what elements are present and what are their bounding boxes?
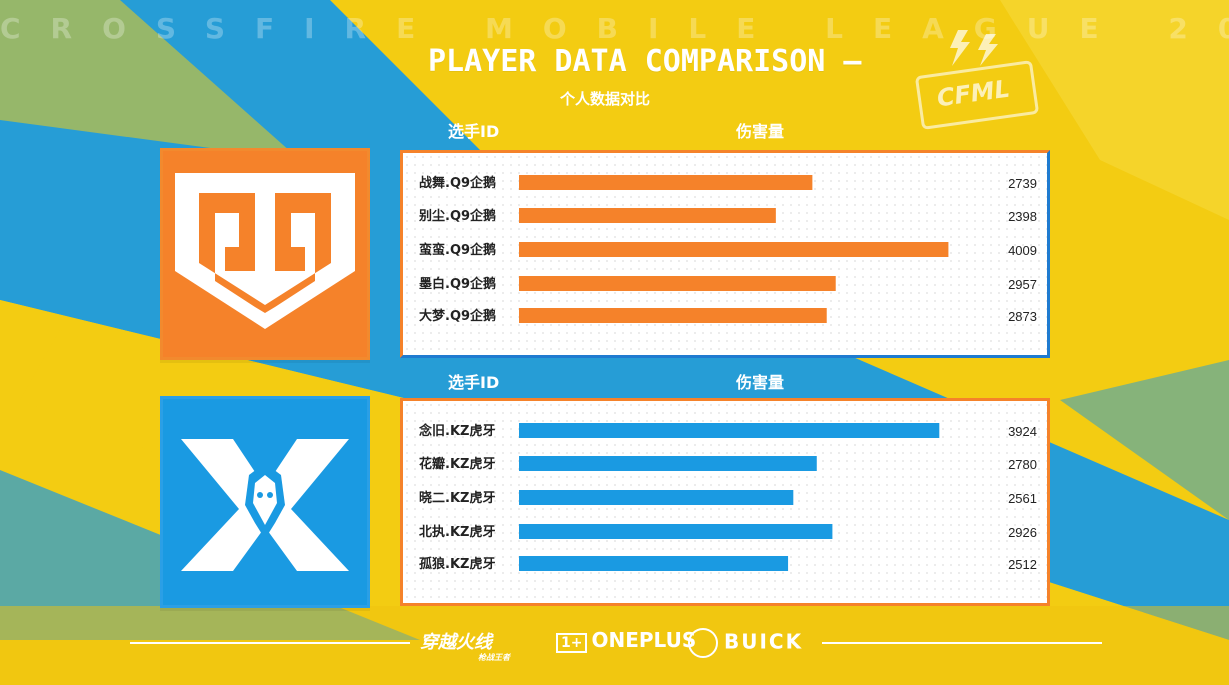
damage-bar <box>519 308 827 323</box>
damage-value-label: 4009 <box>1008 243 1037 258</box>
column-header-player-id: 选手ID <box>448 122 500 141</box>
oneplus-icon: 1+ <box>556 633 588 653</box>
damage-value-label: 2739 <box>1008 176 1037 191</box>
player-name-label: 晓二.KZ虎牙 <box>419 490 495 506</box>
damage-value-label: 3924 <box>1008 424 1037 439</box>
column-header-player-id: 选手ID <box>448 373 500 392</box>
chart-panel-q9: 战舞.Q9企鹅 2739 别尘.Q9企鹅 2398 蛮蛮.Q9企鹅 4009 墨白.Q9企鹅… <box>400 150 1050 358</box>
kz-dragon-logo-icon <box>181 439 349 571</box>
team-logo-kz <box>160 396 370 608</box>
page-subtitle: 个人数据对比 <box>560 90 651 108</box>
team-logo-q9 <box>160 148 370 360</box>
damage-bar <box>519 490 794 505</box>
damage-bar <box>519 556 789 571</box>
damage-bar <box>519 242 949 257</box>
damage-value-label: 2398 <box>1008 209 1037 224</box>
damage-bar <box>519 276 836 291</box>
sponsor-cf-logo: 穿越火线 枪战王者 <box>420 632 510 662</box>
page-title: PLAYER DATA COMPARISON — <box>428 44 862 79</box>
damage-value-label: 2873 <box>1008 309 1037 324</box>
column-header-damage: 伤害量 <box>736 122 785 141</box>
sponsor-oneplus-logo: 1+ ONEPLUS <box>556 628 696 653</box>
chart-kz-svg: 念旧.KZ虎牙 3924 花瓣.KZ虎牙 2780 晓二.KZ虎牙 2561 北执.KZ虎牙… <box>419 423 1037 572</box>
sponsor-buick-logo: BUICK <box>688 628 803 658</box>
damage-bar <box>519 456 817 471</box>
damage-bar <box>519 524 833 539</box>
league-banner: CROSSFIRE MOBILE LEAGUE 2020 <box>0 12 1229 45</box>
player-name-label: 大梦.Q9企鹅 <box>419 308 496 324</box>
column-header-damage: 伤害量 <box>736 373 785 392</box>
lightning-icon <box>950 30 998 66</box>
player-name-label: 墨白.Q9企鹅 <box>419 276 496 292</box>
player-name-label: 念旧.KZ虎牙 <box>419 423 495 439</box>
player-name-label: 孤狼.KZ虎牙 <box>419 556 495 572</box>
player-name-label: 北执.KZ虎牙 <box>419 524 495 540</box>
buick-shield-icon <box>688 628 718 658</box>
chart-q9-svg: 战舞.Q9企鹅 2739 别尘.Q9企鹅 2398 蛮蛮.Q9企鹅 4009 墨白.Q9企鹅… <box>418 175 1037 324</box>
damage-value-label: 2512 <box>1008 557 1037 572</box>
player-name-label: 蛮蛮.Q9企鹅 <box>419 242 496 258</box>
damage-value-label: 2957 <box>1008 277 1037 292</box>
chart-panel-kz: 念旧.KZ虎牙 3924 花瓣.KZ虎牙 2780 晓二.KZ虎牙 2561 北执.KZ虎牙… <box>400 398 1050 606</box>
damage-value-label: 2561 <box>1008 491 1037 506</box>
player-name-label: 花瓣.KZ虎牙 <box>419 456 495 472</box>
q9-logo-icon <box>175 173 355 329</box>
footer-divider-right <box>822 642 1102 644</box>
damage-value-label: 2926 <box>1008 525 1037 540</box>
footer-divider-left <box>130 642 410 644</box>
player-name-label: 战舞.Q9企鹅 <box>419 175 496 191</box>
damage-bar <box>519 208 776 223</box>
damage-bar <box>519 175 813 190</box>
damage-bar <box>519 423 940 438</box>
player-name-label: 别尘.Q9企鹅 <box>418 208 496 224</box>
damage-value-label: 2780 <box>1008 457 1037 472</box>
